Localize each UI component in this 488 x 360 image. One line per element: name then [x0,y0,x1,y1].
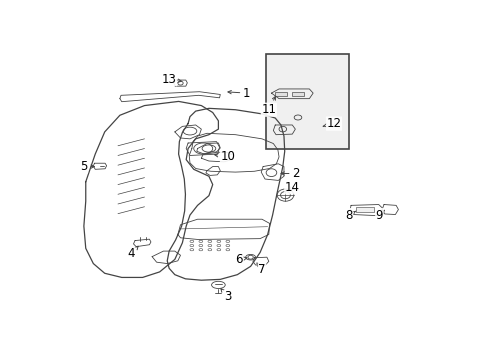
Bar [275,92,286,96]
Bar [355,207,373,212]
Text: 3: 3 [221,289,231,303]
Bar [292,92,303,96]
Text: 12: 12 [323,117,341,130]
Text: 9: 9 [375,208,384,221]
Text: 1: 1 [227,87,250,100]
Text: 10: 10 [214,150,235,163]
Text: 8: 8 [345,208,355,221]
Text: 4: 4 [127,246,138,260]
Text: 14: 14 [284,181,299,194]
Text: 6: 6 [235,253,246,266]
Text: 5: 5 [80,160,94,173]
Text: 2: 2 [281,167,299,180]
Text: 11: 11 [261,96,276,116]
Bar [265,54,348,149]
Text: 7: 7 [257,262,265,276]
Text: 13: 13 [162,73,181,86]
